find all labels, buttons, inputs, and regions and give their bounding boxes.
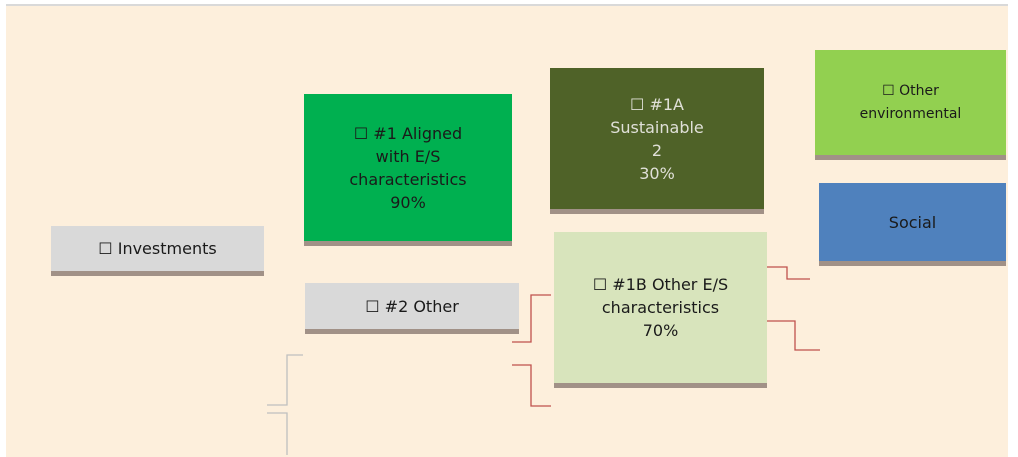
connector xyxy=(767,266,810,280)
node-label: ☐ #2 Other xyxy=(365,296,459,316)
node-box: ☐ #1A Sustainable 2 30% xyxy=(550,68,764,214)
connector xyxy=(512,364,551,407)
node-label: ☐ #1B Other E/S xyxy=(592,275,729,294)
connector xyxy=(512,294,551,343)
node-label: Social xyxy=(888,212,937,232)
node-label: ☐ Other xyxy=(882,82,939,99)
node-label: 90% xyxy=(390,192,426,212)
node-label: ☐ #1 Aligned xyxy=(353,123,463,143)
node-label: with E/S xyxy=(375,146,441,166)
node-label: 2 xyxy=(651,140,663,160)
node-box: Social xyxy=(819,183,1006,266)
node-label: Sustainable xyxy=(610,117,704,137)
node-label: 30% xyxy=(639,163,675,183)
connector xyxy=(267,412,288,455)
node-label: environmental xyxy=(859,105,962,122)
node-box: ☐ #1 Aligned with E/S characteristics 90% xyxy=(304,94,512,246)
node-box: ☐ Investments xyxy=(51,226,264,276)
connector xyxy=(767,320,820,351)
node-label: characteristics xyxy=(349,169,467,189)
node-box: ☐ Other environmental xyxy=(815,50,1006,160)
node-label: characteristics xyxy=(601,298,720,317)
node-label: ☐ Investments xyxy=(98,239,217,258)
node-label: ☐ #1A xyxy=(630,94,684,114)
connector xyxy=(267,354,303,406)
node-box: ☐ #1B Other E/S characteristics 70% xyxy=(554,232,767,388)
node-label: 70% xyxy=(642,321,679,340)
node-box: ☐ #2 Other xyxy=(305,283,519,334)
